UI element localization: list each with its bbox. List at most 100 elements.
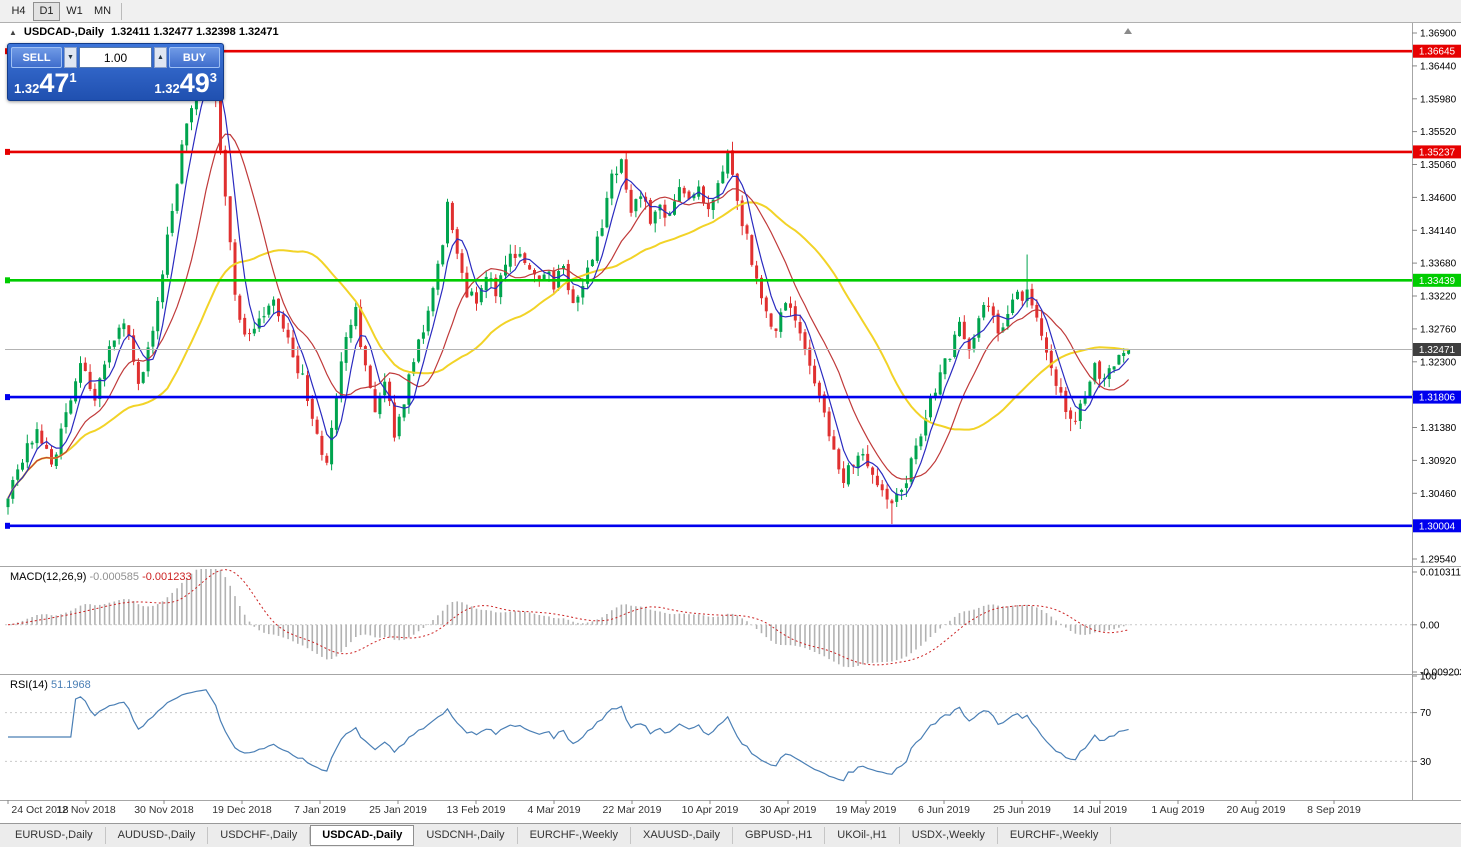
svg-text:1.30460: 1.30460	[1420, 489, 1457, 500]
buy-button[interactable]: BUY	[169, 47, 220, 68]
svg-text:1.34600: 1.34600	[1420, 193, 1457, 204]
macd-signal-line	[7, 569, 1129, 666]
buy-price[interactable]: 1.32 49 3	[154, 70, 217, 97]
svg-text:100: 100	[1420, 672, 1437, 683]
chart-tab-usdx-weekly[interactable]: USDX-,Weekly	[900, 827, 998, 844]
svg-text:20 Aug 2019: 20 Aug 2019	[1227, 804, 1286, 816]
hline-anchor-1.33439[interactable]	[5, 277, 10, 284]
axis-badge-1.33439: 1.33439	[1413, 273, 1461, 287]
timeframe-button-w1[interactable]: W1	[61, 2, 88, 21]
svg-text:22 Mar 2019: 22 Mar 2019	[603, 804, 662, 816]
svg-text:19 May 2019: 19 May 2019	[836, 804, 897, 816]
axis-badge-1.36645: 1.36645	[1413, 44, 1461, 58]
buy-price-big: 1.32	[154, 81, 180, 96]
chart-tab-audusd-daily[interactable]: AUDUSD-,Daily	[106, 827, 209, 844]
chart-tab-usdcad-daily[interactable]: USDCAD-,Daily	[310, 825, 415, 846]
chart-tab-usdchf-daily[interactable]: USDCHF-,Daily	[208, 827, 311, 844]
one-click-collapse-icon[interactable]: ▲	[9, 27, 17, 37]
svg-text:8 Sep 2019: 8 Sep 2019	[1307, 804, 1361, 816]
svg-text:25 Jun 2019: 25 Jun 2019	[993, 804, 1051, 816]
sell-price-pips: 47	[39, 68, 70, 98]
toolbar-separator	[121, 2, 122, 20]
candles[interactable]	[6, 50, 1131, 524]
svg-text:1.36645: 1.36645	[1419, 47, 1456, 58]
timeframe-button-d1[interactable]: D1	[33, 2, 60, 21]
hline-anchor-1.30004[interactable]	[5, 522, 10, 529]
pane-separators[interactable]	[0, 566, 1461, 801]
svg-text:1.33439: 1.33439	[1419, 276, 1456, 287]
svg-text:-0.009203: -0.009203	[1420, 668, 1461, 679]
svg-text:1.36900: 1.36900	[1420, 29, 1457, 40]
volume-increase-button[interactable]: ▲	[154, 47, 167, 68]
chart-tab-usdcnh-daily[interactable]: USDCNH-,Daily	[414, 827, 518, 844]
svg-text:1.34140: 1.34140	[1420, 226, 1457, 237]
svg-text:1.35060: 1.35060	[1420, 160, 1457, 171]
svg-text:1.33680: 1.33680	[1420, 259, 1457, 270]
timeframe-button-mn[interactable]: MN	[89, 2, 116, 21]
axis-badge-1.35237: 1.35237	[1413, 145, 1461, 159]
volume-decrease-button[interactable]: ▼	[64, 47, 77, 68]
svg-text:1.35980: 1.35980	[1420, 94, 1457, 105]
chart-ohlc-values: 1.32411 1.32477 1.32398 1.32471	[111, 26, 279, 38]
svg-text:0.00: 0.00	[1420, 620, 1440, 631]
axis-badge-1.31806: 1.31806	[1413, 390, 1461, 404]
svg-text:6 Jun 2019: 6 Jun 2019	[918, 804, 970, 816]
chart-window: 1.36900 1.36440 1.35980 1.35520 1.35060 1.346…	[0, 23, 1461, 823]
sell-price[interactable]: 1.32 47 1	[14, 70, 77, 97]
svg-text:10 Apr 2019: 10 Apr 2019	[682, 804, 739, 816]
svg-text:1.29540: 1.29540	[1420, 555, 1457, 566]
svg-text:70: 70	[1420, 708, 1432, 719]
chart-title: ▲ USDCAD-,Daily 1.32411 1.32477 1.32398 …	[9, 26, 279, 38]
chart-tab-xauusd-daily[interactable]: XAUUSD-,Daily	[631, 827, 733, 844]
buy-price-pips: 49	[179, 68, 210, 98]
macd-label: MACD(12,26,9) -0.000585 -0.001233	[10, 571, 192, 583]
svg-text:4 Mar 2019: 4 Mar 2019	[527, 804, 580, 816]
chart-tab-eurchf-weekly[interactable]: EURCHF-,Weekly	[518, 827, 631, 844]
axis-badge-1.30004: 1.30004	[1413, 519, 1461, 533]
timeframe-button-h4[interactable]: H4	[5, 2, 32, 21]
svg-text:1.31380: 1.31380	[1420, 423, 1457, 434]
chart-tab-eurchf-weekly[interactable]: EURCHF-,Weekly	[998, 827, 1112, 844]
chart-tab-gbpusd-h1[interactable]: GBPUSD-,H1	[733, 827, 826, 844]
ma-13-line	[7, 133, 1130, 499]
chart-tabs-bar: EURUSD-,Daily AUDUSD-,Daily USDCHF-,Daily U…	[0, 823, 1461, 847]
svg-text:1 Aug 2019: 1 Aug 2019	[1151, 804, 1204, 816]
svg-text:7 Jan 2019: 7 Jan 2019	[294, 804, 346, 816]
svg-text:19 Dec 2018: 19 Dec 2018	[212, 804, 272, 816]
rsi-line	[8, 689, 1129, 782]
svg-text:25 Jan 2019: 25 Jan 2019	[369, 804, 427, 816]
svg-text:30: 30	[1420, 757, 1432, 768]
svg-text:12 Nov 2018: 12 Nov 2018	[56, 804, 116, 816]
chart-tab-eurusd-daily[interactable]: EURUSD-,Daily	[3, 827, 106, 844]
svg-text:1.32471: 1.32471	[1419, 345, 1456, 356]
svg-text:1.30920: 1.30920	[1420, 456, 1457, 467]
svg-text:1.36440: 1.36440	[1420, 61, 1457, 72]
chart-tab-ukoil-h1[interactable]: UKOil-,H1	[825, 827, 900, 844]
rsi-label: RSI(14) 51.1968	[10, 679, 91, 691]
sell-button[interactable]: SELL	[11, 47, 62, 68]
svg-text:1.31806: 1.31806	[1419, 393, 1456, 404]
sell-price-sup: 1	[69, 70, 77, 85]
hline-anchor-1.31806[interactable]	[5, 394, 10, 401]
chart-shift-marker[interactable]	[1124, 28, 1132, 34]
svg-text:14 Jul 2019: 14 Jul 2019	[1073, 804, 1127, 816]
svg-text:1.33220: 1.33220	[1420, 292, 1457, 303]
svg-text:0.010311: 0.010311	[1420, 568, 1461, 579]
timeframe-button-group: H4 D1 W1 MN	[5, 1, 117, 21]
svg-text:1.35237: 1.35237	[1419, 147, 1456, 158]
svg-text:24 Oct 2018: 24 Oct 2018	[11, 804, 68, 816]
volume-input[interactable]	[79, 47, 152, 68]
buy-price-sup: 3	[209, 70, 217, 85]
svg-text:13 Feb 2019: 13 Feb 2019	[447, 804, 506, 816]
chart-canvas[interactable]: 1.36900 1.36440 1.35980 1.35520 1.35060 1.346…	[0, 23, 1461, 823]
svg-text:1.35520: 1.35520	[1420, 127, 1457, 138]
timeframe-toolbar: H4 D1 W1 MN	[0, 0, 1461, 23]
sell-price-big: 1.32	[14, 81, 40, 96]
price-axis[interactable]: 1.36900 1.36440 1.35980 1.35520 1.35060 1.346…	[1412, 29, 1461, 768]
macd-histogram	[12, 569, 1130, 668]
hline-anchor-1.35237[interactable]	[5, 148, 10, 155]
svg-text:1.32300: 1.32300	[1420, 357, 1457, 368]
